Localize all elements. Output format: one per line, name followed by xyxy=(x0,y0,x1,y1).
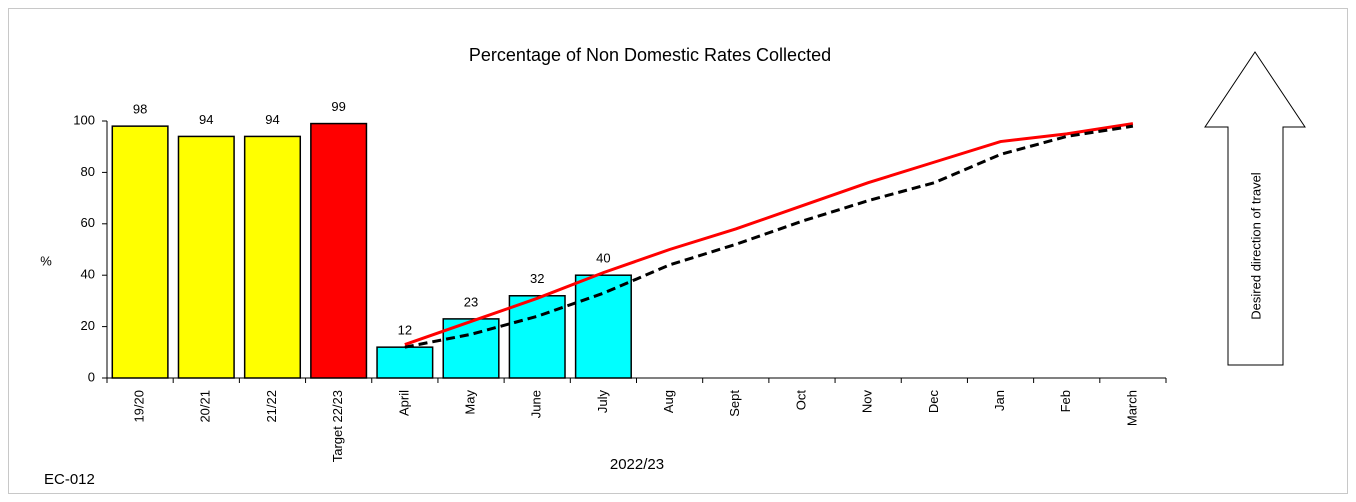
y-tick-label: 80 xyxy=(81,164,95,179)
x-tick-label: Jan xyxy=(992,390,1007,411)
x-tick-label: Oct xyxy=(793,390,808,411)
x-tick-label: Nov xyxy=(860,390,875,414)
y-tick-label: 100 xyxy=(73,112,95,127)
x-tick-label: Sept xyxy=(727,390,742,417)
x-tick-label: May xyxy=(462,390,477,415)
bar xyxy=(574,274,632,379)
bar xyxy=(310,122,368,379)
data-label: 94 xyxy=(199,112,213,127)
arrow-label: Desired direction of travel xyxy=(1248,172,1263,320)
data-label: 94 xyxy=(265,112,279,127)
x-tick-label: Aug xyxy=(661,390,676,413)
data-label: 98 xyxy=(133,102,147,117)
data-label: 23 xyxy=(464,294,478,309)
data-label: 99 xyxy=(331,99,345,114)
bar xyxy=(111,125,169,379)
x-tick-label: Target 22/23 xyxy=(330,390,345,462)
x-tick-label: 19/20 xyxy=(132,390,147,423)
line-series xyxy=(404,122,1134,347)
y-tick-label: 60 xyxy=(81,215,95,230)
x-tick-label: 20/21 xyxy=(198,390,213,423)
x-tick-label: April xyxy=(396,390,411,416)
bar xyxy=(376,346,434,379)
x-tick-label: March xyxy=(1124,390,1139,426)
chart-title: Percentage of Non Domestic Rates Collect… xyxy=(469,45,831,65)
x-tick-label: July xyxy=(595,390,610,414)
y-tick-label: 20 xyxy=(81,318,95,333)
data-label: 12 xyxy=(398,323,412,338)
chart-code: EC-012 xyxy=(44,471,95,488)
x-tick-label: 21/22 xyxy=(264,390,279,423)
bar xyxy=(177,135,235,379)
x-tick-label: Dec xyxy=(926,390,941,414)
x-axis-label: 2022/23 xyxy=(610,456,664,473)
bar xyxy=(243,135,302,379)
data-label: 32 xyxy=(530,271,544,286)
data-label: 40 xyxy=(596,251,610,266)
x-tick-label: Feb xyxy=(1058,390,1073,412)
y-axis-label: % xyxy=(40,253,52,268)
line-series xyxy=(404,124,1134,349)
x-tick-label: June xyxy=(529,390,544,418)
y-tick-label: 0 xyxy=(88,369,95,384)
y-tick-label: 40 xyxy=(81,267,95,282)
direction-arrow xyxy=(1204,51,1306,366)
